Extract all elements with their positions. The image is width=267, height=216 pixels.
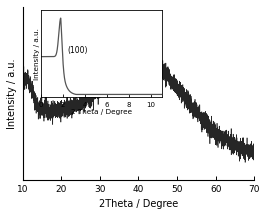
X-axis label: 2Theta / Degree: 2Theta / Degree bbox=[99, 199, 178, 209]
Y-axis label: Intensity / a.u.: Intensity / a.u. bbox=[7, 58, 17, 129]
